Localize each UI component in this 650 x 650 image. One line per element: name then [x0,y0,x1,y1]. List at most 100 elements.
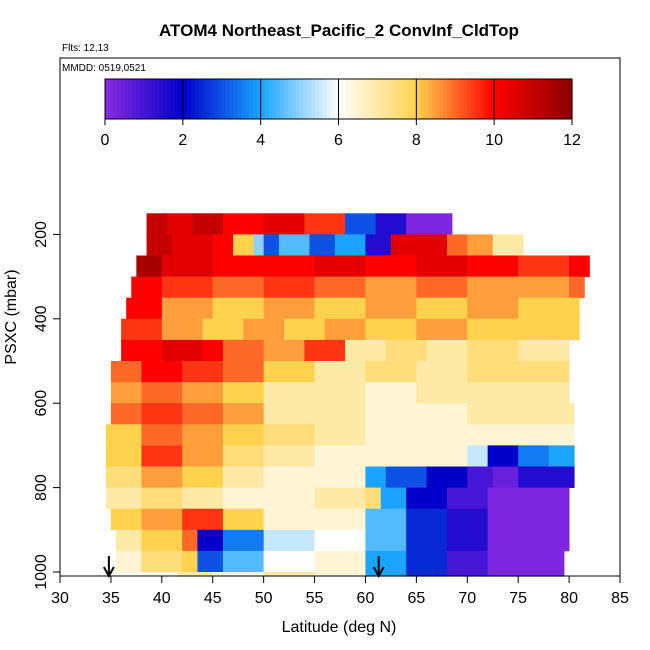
heatmap-cell [263,572,315,577]
heatmap-cell [263,213,305,235]
heatmap-cell [406,529,448,552]
colorbar-swatch [252,79,258,119]
heatmap-cell [314,572,366,577]
heatmap-cell [467,403,575,425]
heatmap-cell [487,529,570,552]
heatmap-cell [182,529,198,552]
heatmap-cell [222,382,265,404]
heatmap-cell [416,424,468,446]
heatmap-cell [487,487,570,510]
colorbar-swatch [533,79,538,119]
heatmap-cell [105,424,142,446]
colorbar-swatch [509,79,515,119]
colorbar-swatch [466,79,472,119]
colorbar-swatch [505,79,511,119]
heatmap-cell [518,424,575,446]
heatmap-cell [222,403,265,425]
heatmap-cell [253,234,265,256]
colorbar-swatch [428,79,433,119]
x-tick-label: 65 [407,590,425,607]
colorbar-swatch [431,79,437,119]
colorbar-swatch [424,79,429,119]
colorbar-swatch [147,79,153,119]
heatmap-cell [182,487,224,510]
heatmap-cell [146,213,168,235]
colorbar-swatch [311,79,316,119]
colorbar-swatch [560,79,565,119]
heatmap-cell [182,550,198,573]
colorbar-swatch [206,79,211,119]
heatmap-cell [314,550,366,573]
x-tick-label: 50 [255,590,273,607]
colorbar-tick-label: 6 [334,132,343,149]
colorbar-swatch [182,79,188,119]
colorbar-swatch [568,79,573,119]
colorbar-tick-label: 4 [256,132,265,149]
heatmap-cell [105,487,142,510]
dates-note: MMDD: 0519,0521 [62,63,146,74]
heatmap-cell [222,529,265,552]
heatmap-cell [467,297,519,320]
colorbar-swatch [544,79,550,119]
heatmap-cell [365,466,387,488]
heatmap-cell [385,339,427,362]
flights-note: Flts: 12,13 [62,43,109,54]
heatmap-cell [263,466,315,488]
heatmap-cell [518,276,570,299]
heatmap-cell [314,508,366,531]
heatmap-cell [182,508,224,531]
heatmap-cell [161,255,214,277]
heatmap-cell [406,550,448,573]
colorbar-swatch [143,79,149,119]
heatmap-cell [126,297,163,320]
heatmap-cell [446,234,468,256]
heatmap-cell [263,234,280,256]
heatmap-cell [314,466,366,488]
y-tick-label: 800 [33,474,50,501]
heatmap-cell [110,361,142,383]
heatmap-cell [121,339,163,362]
colorbar-swatch [540,79,546,119]
heatmap-cell [416,255,468,277]
heatmap-cell [467,339,519,362]
heatmap-cell [212,255,315,277]
heatmap-cell [161,318,203,341]
heatmap-cell [222,424,265,446]
x-axis-label: Latitude (deg N) [282,619,397,636]
colorbar-swatch [459,79,464,119]
colorbar-swatch [408,79,414,119]
heatmap-cell [182,466,224,488]
heatmap-cell [222,445,265,467]
arrow-marker-head [102,566,115,579]
colorbar-swatch [334,79,340,119]
colorbar-swatch [361,79,367,119]
heatmap-cell [263,445,315,467]
heatmap-cell [365,361,417,383]
heatmap-cell [416,382,468,404]
colorbar-swatch [315,79,320,119]
x-axis: 30 35 40 45 50 55 60 65 70 75 80 85 [51,576,629,607]
colorbar-swatch [221,79,227,119]
heatmap-cell [365,529,407,552]
colorbar-swatch [435,79,441,119]
colorbar-swatch [202,79,207,119]
colorbar-swatch [217,79,223,119]
y-tick-label: 200 [33,221,50,248]
heatmap-cell [467,361,570,383]
heatmap-cell [314,382,366,404]
heatmap-cell [467,234,494,256]
heatmap-cell [141,487,183,510]
colorbar-swatch [501,79,507,119]
colorbar-swatch [284,79,289,119]
heatmap-cell [182,445,224,467]
colorbar-swatch [392,79,398,119]
heatmap-cell [314,445,366,467]
heatmap-cell [161,276,214,299]
heatmap-cell [426,466,468,488]
colorbar-swatch [272,79,277,119]
heatmap-cell [309,234,336,256]
heatmap-cell [365,403,417,425]
colorbar-swatch [280,79,285,119]
heatmap-cell [446,572,489,577]
